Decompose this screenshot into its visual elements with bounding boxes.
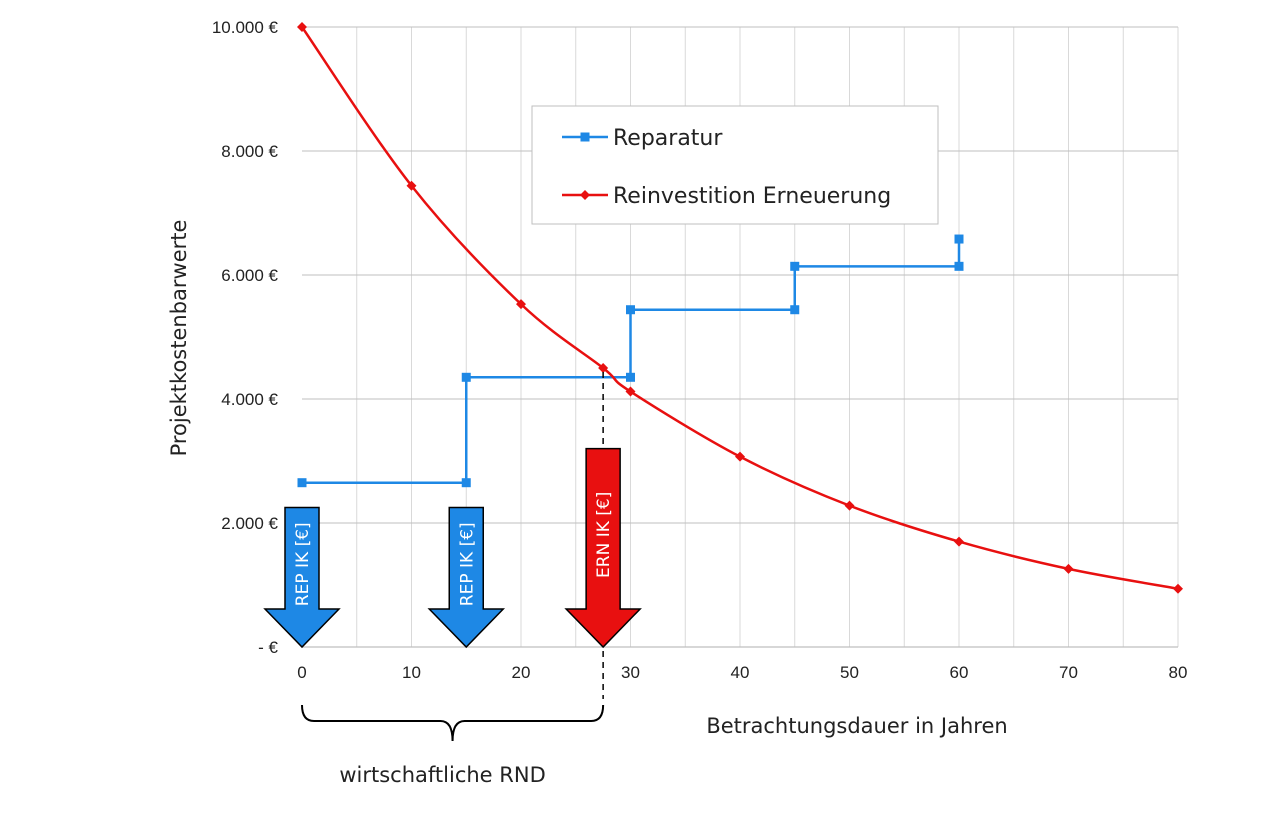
legend-marker [580, 190, 590, 200]
brace [301, 704, 605, 742]
y-tick-labels: - € 2.000 € 4.000 € 6.000 € 8.000 € 10.000 € [212, 18, 279, 657]
y-tick-label: 8.000 € [221, 142, 278, 161]
y-tick-label: 10.000 € [212, 18, 279, 37]
x-tick-labels: 0 10 20 30 40 50 60 70 80 [297, 663, 1187, 682]
data-point [461, 372, 471, 382]
data-point [461, 478, 471, 488]
y-tick-label: 2.000 € [221, 514, 278, 533]
x-tick-label: 20 [512, 663, 531, 682]
x-tick-label: 70 [1059, 663, 1078, 682]
arrow [263, 506, 341, 649]
data-point [625, 386, 636, 397]
legend-label: Reinvestition Erneuerung [613, 184, 891, 209]
data-point [1063, 563, 1074, 574]
y-axis-label: Projektkostenbarwerte [167, 220, 191, 457]
x-tick-label: 40 [731, 663, 750, 682]
x-tick-label: 80 [1169, 663, 1188, 682]
y-tick-label: 4.000 € [221, 390, 278, 409]
data-point [790, 305, 800, 315]
data-point [954, 261, 964, 271]
x-tick-label: 60 [950, 663, 969, 682]
data-point [954, 536, 964, 547]
arrow-label: REP IK [€] [457, 522, 477, 606]
data-point [516, 299, 526, 310]
data-point [626, 305, 635, 315]
y-tick-label: - € [258, 638, 278, 657]
data-point [790, 261, 800, 271]
x-tick-label: 50 [840, 663, 859, 682]
data-point [297, 22, 307, 32]
brace-label: wirtschaftliche RND [339, 763, 545, 787]
x-axis-label: Betrachtungsdauer in Jahren [706, 714, 1007, 738]
arrow-label: ERN IK [€] [594, 492, 614, 578]
series-line [300, 26, 1179, 590]
markers-layer [297, 22, 1183, 594]
x-tick-label: 10 [402, 663, 421, 682]
legend: Reparatur Reinvestition Erneuerung [531, 105, 939, 225]
arrow [564, 447, 642, 649]
data-point [598, 363, 609, 373]
data-point [1173, 583, 1183, 594]
arrow [427, 506, 506, 649]
data-point [406, 180, 417, 191]
annotations: wirtschaftliche RND [301, 372, 605, 787]
arrow-label: REP IK [€] [293, 522, 313, 606]
data-point [626, 372, 635, 382]
data-point [844, 500, 855, 511]
x-tick-label: 0 [297, 663, 306, 682]
data-point [297, 478, 307, 488]
legend-box [531, 105, 939, 225]
legend-label: Reparatur [613, 126, 723, 151]
x-tick-label: 30 [621, 663, 640, 682]
y-tick-label: 6.000 € [221, 266, 278, 285]
data-point [735, 451, 745, 462]
arrows: REP IK [€] REP IK [€] ERN IK [€] [263, 447, 642, 649]
legend-marker [580, 132, 590, 142]
data-point [954, 234, 964, 244]
